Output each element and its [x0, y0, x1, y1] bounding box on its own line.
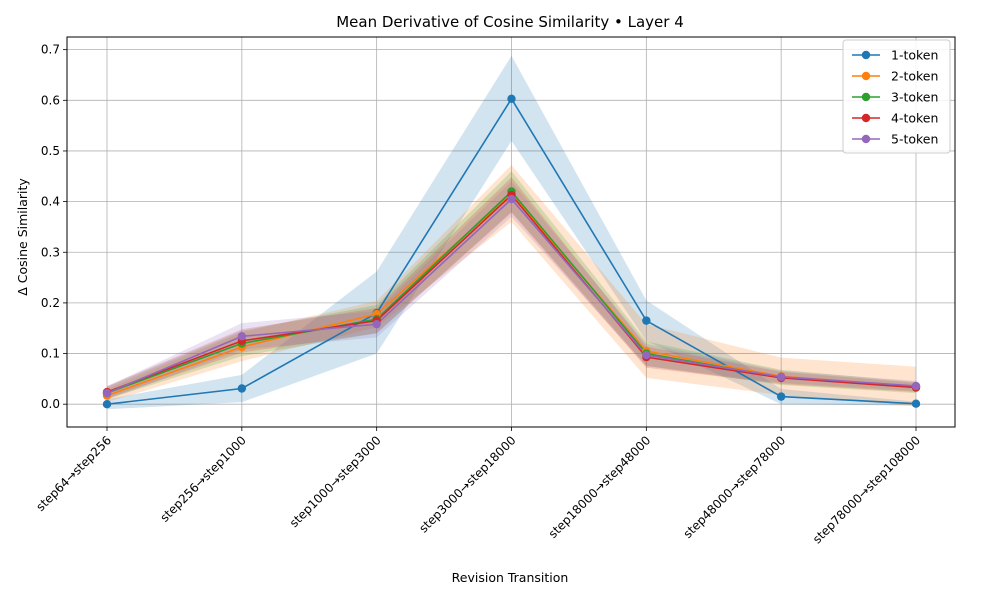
y-tick-label: 0.2 [41, 296, 60, 310]
legend-box [842, 39, 951, 154]
y-tick-label: 0.3 [41, 245, 60, 259]
legend-marker [861, 71, 871, 81]
data-point-1-token [237, 384, 247, 393]
y-axis-title: Δ Cosine Similarity [15, 178, 30, 296]
legend-marker [861, 134, 871, 144]
chart-title: Mean Derivative of Cosine Similarity • L… [336, 13, 684, 31]
confidence-band-3-token [107, 171, 916, 400]
grid-lines [67, 37, 955, 427]
y-tick-label: 0.5 [41, 144, 60, 158]
confidence-band-2-token [107, 165, 916, 407]
confidence-band-5-token [107, 181, 916, 400]
legend-label: 1-token [891, 48, 938, 63]
data-point-1-token [776, 392, 786, 401]
data-point-1-token [507, 94, 516, 103]
data-point-5-token [776, 372, 786, 382]
y-tick-label: 0.7 [41, 43, 60, 57]
legend-marker [861, 50, 871, 60]
legend-marker [861, 113, 871, 123]
data-point-1-token [911, 399, 921, 408]
legend-label: 3-token [891, 90, 938, 105]
y-tick-label: 0.6 [41, 93, 60, 107]
series-markers [102, 94, 921, 409]
x-axis-title: Revision Transition [452, 570, 569, 585]
y-tick-label: 0.4 [41, 195, 60, 209]
confidence-band-1-token [107, 55, 916, 410]
legend-label: 5-token [891, 132, 938, 147]
data-point-5-token [237, 332, 247, 341]
data-point-1-token [642, 316, 651, 325]
data-point-5-token [642, 350, 651, 360]
y-tick-label: 0.0 [41, 397, 60, 411]
y-axis-ticks: 0.0 0.1 0.2 0.3 0.4 0.5 0.6 0.7 [41, 43, 67, 411]
data-point-1-token [102, 400, 112, 409]
data-point-5-token [372, 319, 381, 329]
confidence-bands [107, 55, 916, 410]
legend: 1-token 2-token 3-token 4-token 5-token [842, 39, 951, 154]
y-tick-label: 0.1 [41, 347, 60, 361]
legend-label: 4-token [891, 111, 938, 126]
data-point-5-token [102, 388, 112, 398]
legend-marker [861, 92, 871, 102]
legend-label: 2-token [891, 69, 938, 84]
data-point-5-token [911, 381, 921, 391]
plot-frame [66, 36, 956, 428]
data-point-5-token [507, 194, 516, 204]
